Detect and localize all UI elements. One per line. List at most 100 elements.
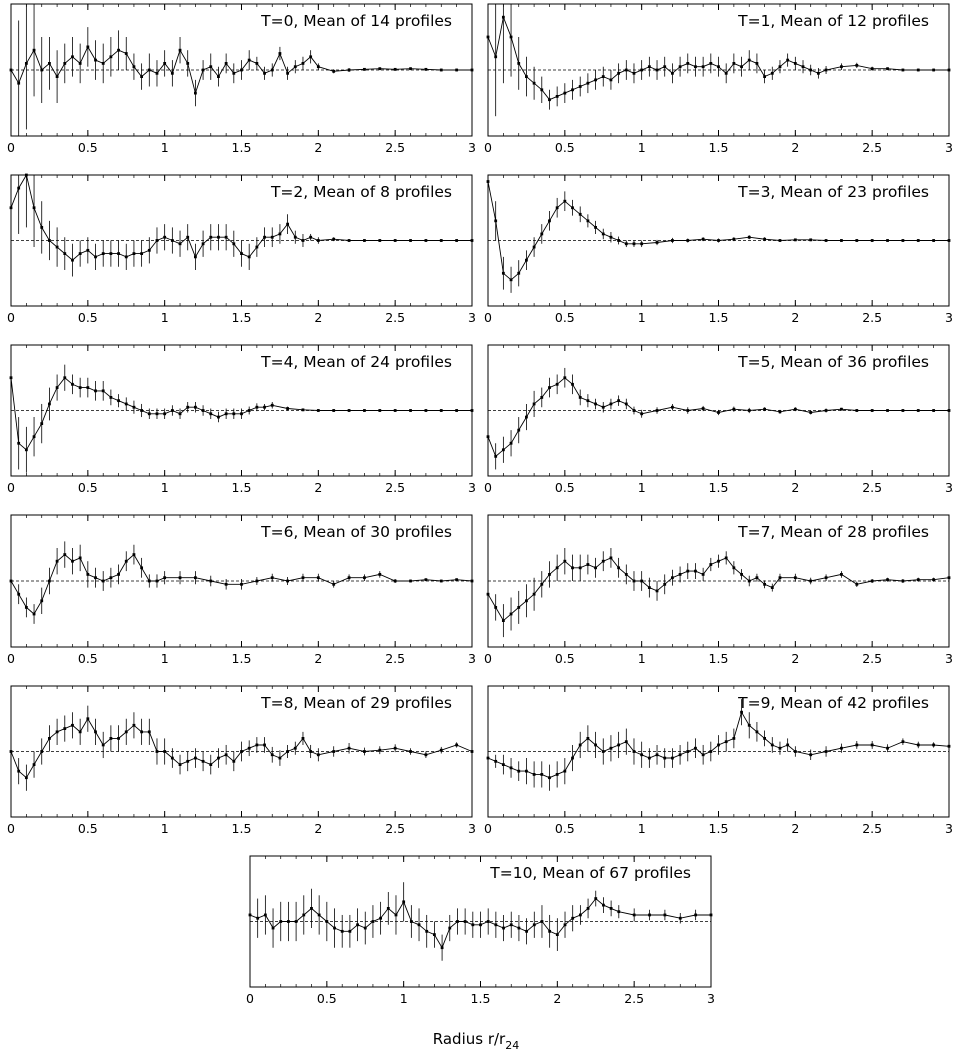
data-point (586, 737, 590, 740)
data-point (132, 405, 136, 409)
data-point (194, 91, 197, 95)
data-point (217, 235, 220, 239)
data-point (793, 750, 797, 753)
data-point (270, 576, 274, 580)
data-point (755, 730, 759, 734)
data-point (916, 578, 920, 582)
data-point (424, 578, 428, 582)
data-point (509, 278, 513, 282)
x-tick-label: 0.5 (555, 821, 575, 836)
data-point (594, 897, 598, 900)
data-point (747, 58, 751, 62)
data-point (571, 916, 575, 920)
data-point (393, 579, 397, 583)
data-point (640, 579, 644, 583)
data-point (393, 67, 397, 71)
data-point (655, 241, 659, 244)
data-point (601, 405, 605, 409)
data-point (347, 239, 351, 242)
x-tick-label: 1 (161, 651, 169, 666)
data-point (740, 573, 743, 576)
x-tick-label: 2 (791, 480, 799, 495)
data-point (201, 68, 205, 72)
data-point (709, 563, 713, 566)
x-tick-label: 1.5 (709, 310, 729, 325)
data-point (517, 606, 521, 609)
data-point (140, 730, 144, 734)
x-tick-label: 3 (468, 821, 476, 836)
data-point (563, 199, 567, 203)
data-point (709, 750, 713, 753)
panel-7: 0 0.5 1 1.5 2 2.5 3 T=7, Mean of 28 profiles (484, 514, 953, 666)
data-point (732, 62, 736, 65)
data-point (671, 239, 674, 242)
x-tick-label: 1 (638, 140, 646, 155)
data-point (571, 206, 574, 210)
data-point (71, 723, 74, 727)
data-point (624, 740, 628, 744)
data-point (163, 576, 167, 580)
data-point (855, 743, 859, 747)
data-point (678, 573, 682, 576)
data-point (586, 907, 590, 910)
data-point (347, 746, 351, 750)
data-point (640, 753, 644, 757)
data-point (24, 173, 28, 177)
data-point (486, 435, 490, 439)
data-point (509, 441, 513, 445)
data-point (532, 81, 536, 85)
data-point (325, 920, 329, 923)
data-point (409, 579, 412, 583)
data-point (186, 405, 190, 409)
data-point (332, 582, 336, 586)
data-point (494, 759, 498, 763)
data-point (717, 559, 720, 563)
data-point (240, 68, 243, 72)
data-point (186, 235, 190, 239)
data-point (740, 710, 743, 714)
data-point (409, 239, 412, 242)
data-point (609, 556, 613, 560)
data-point (278, 232, 282, 236)
data-point (287, 920, 290, 923)
data-point (793, 62, 797, 65)
data-point (247, 746, 251, 750)
data-point (947, 576, 951, 580)
data-point (586, 219, 590, 223)
data-point (932, 578, 936, 582)
x-tick-label: 0 (7, 140, 15, 155)
data-point (24, 606, 28, 609)
data-point (586, 81, 590, 85)
data-point (901, 740, 905, 744)
x-tick-label: 1 (638, 651, 646, 666)
data-point (140, 252, 144, 255)
x-tick-label: 1.5 (232, 140, 252, 155)
data-point (279, 920, 283, 923)
data-point (886, 578, 889, 582)
data-point (63, 252, 67, 255)
data-point (78, 252, 82, 255)
data-point (532, 402, 536, 406)
x-tick-label: 2.5 (385, 651, 405, 666)
data-point (571, 382, 574, 386)
data-point (548, 929, 552, 933)
data-point (602, 903, 605, 907)
x-tick-label: 2.5 (862, 310, 882, 325)
data-point (217, 756, 220, 760)
data-point (678, 916, 682, 920)
data-point (647, 65, 651, 69)
data-point (686, 239, 690, 242)
data-point (309, 235, 313, 239)
data-point (278, 52, 282, 55)
data-point (394, 913, 398, 917)
data-point (186, 62, 190, 65)
data-point (232, 242, 236, 246)
data-point (40, 68, 44, 72)
data-point (78, 62, 82, 65)
data-point (356, 923, 359, 927)
data-point (140, 409, 144, 412)
data-point (363, 926, 367, 930)
data-point (655, 589, 659, 593)
data-point (770, 743, 774, 747)
data-point (701, 753, 705, 757)
